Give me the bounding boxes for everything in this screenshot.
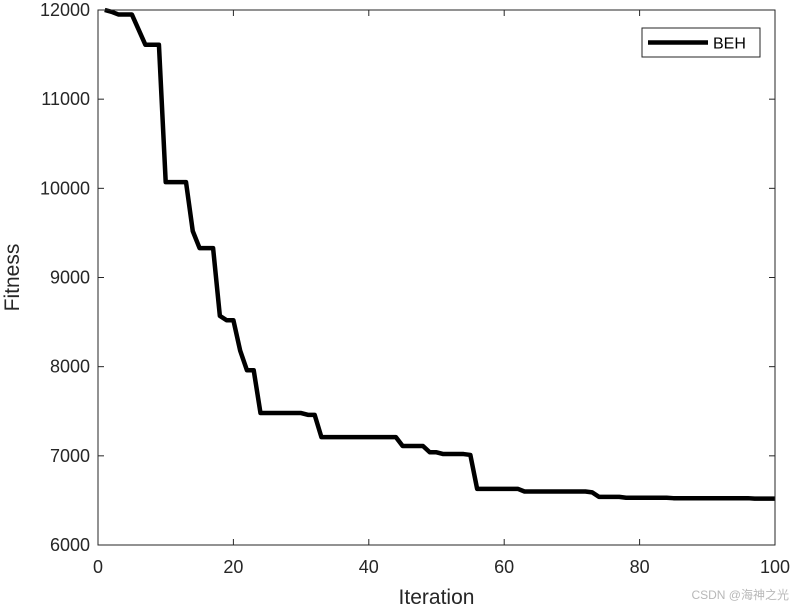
y-tick-label: 9000 [50,268,90,288]
plot-frame [97,9,776,546]
x-tick-label: 60 [494,557,514,577]
x-tick-label: 100 [760,557,790,577]
plot-area [98,10,775,545]
y-tick-label: 11000 [41,89,90,109]
x-tick-label: 20 [223,557,243,577]
x-tick-label: 0 [93,557,103,577]
y-tick-label: 12000 [40,0,90,20]
y-tick-label: 7000 [50,446,90,466]
y-tick-labels: 6000 7000 8000 9000 10000 11000 12000 [40,0,90,555]
csdn-watermark: CSDN @海神之光 [691,587,789,602]
series-line-beh [104,7,775,501]
x-tick-labels: 0 20 40 60 80 100 [93,557,790,577]
legend: BEH [641,27,761,58]
x-tick-label: 80 [630,557,650,577]
x-tick-label: 40 [359,557,379,577]
y-tick-label: 8000 [50,357,90,377]
y-tick-label: 6000 [50,535,90,555]
y-axis-title: Fitness [1,244,24,312]
x-axis-title: Iteration [399,586,475,608]
legend-label-beh: BEH [713,36,746,53]
y-tick-label: 10000 [40,178,90,198]
